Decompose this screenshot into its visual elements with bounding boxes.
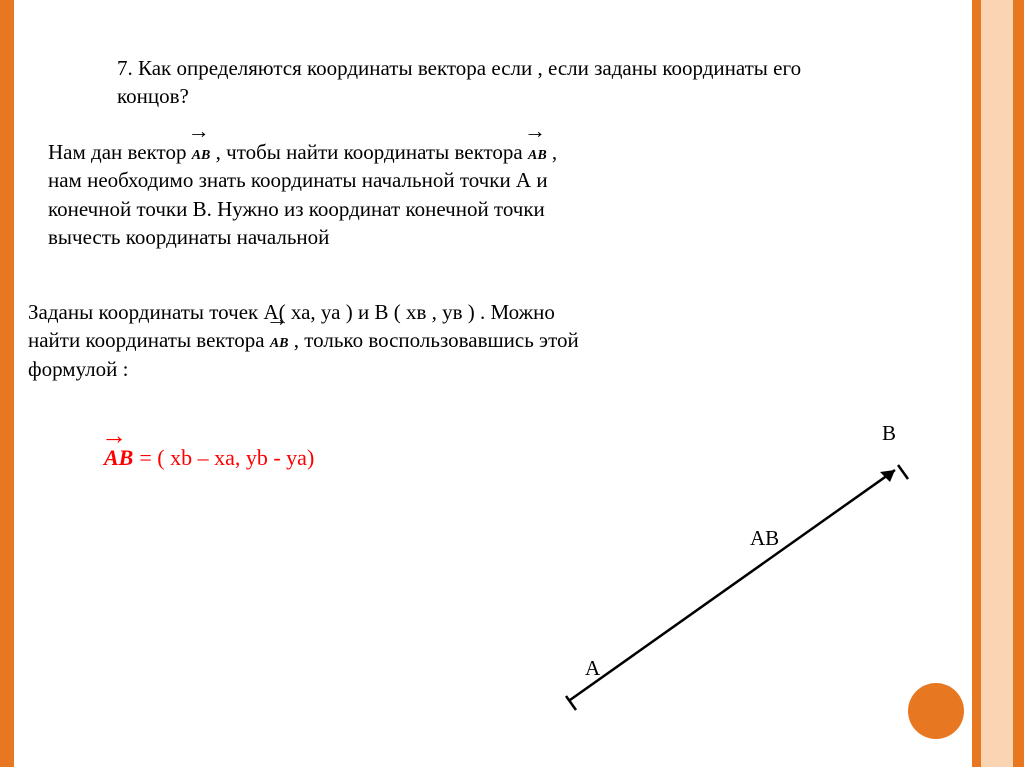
vector-ab-inline-1: → AB [192, 138, 211, 166]
slide: 7. Как определяются координаты вектора е… [0, 0, 1024, 767]
arrow-icon: → [266, 308, 288, 330]
vector-ab-inline-3: → AB [270, 326, 289, 354]
arrow-icon: → [188, 120, 210, 142]
p1-part-a: Нам дан вектор [48, 140, 192, 164]
paragraph-2: Заданы координаты точек А( ха, уа ) и В … [28, 298, 588, 383]
arrow-icon: → [101, 423, 127, 449]
right-band-inner [981, 0, 1013, 767]
formula-rhs: = ( xb – xa, yb - ya) [139, 445, 314, 471]
left-border [0, 0, 14, 767]
p1-part-b: , чтобы найти координаты вектора [216, 140, 528, 164]
vector-line [570, 470, 895, 700]
vector-label: AB [270, 336, 289, 351]
vector-ab-formula: → AB [104, 445, 133, 471]
label-b: В [882, 421, 896, 445]
vector-label: AB [192, 148, 211, 163]
formula: → AB = ( xb – xa, yb - ya) [104, 445, 314, 471]
question-text: 7. Как определяются координаты вектора е… [117, 54, 877, 111]
arrow-icon: → [524, 120, 546, 142]
vector-ab-inline-2: → AB [528, 138, 547, 166]
vector-diagram: А В АВ [500, 420, 980, 720]
tick-b [898, 465, 908, 479]
label-a: А [585, 656, 601, 680]
label-ab: АВ [750, 526, 779, 550]
paragraph-1: Нам дан вектор → AB , чтобы найти коорди… [48, 138, 588, 251]
vector-label: AB [528, 148, 547, 163]
